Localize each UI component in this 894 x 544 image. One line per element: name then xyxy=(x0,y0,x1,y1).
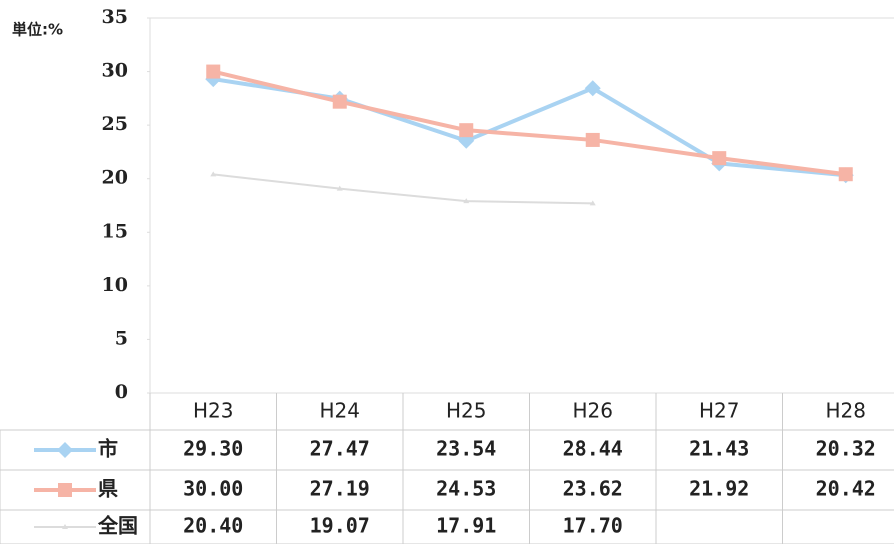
x-tick-label: H23 xyxy=(193,399,234,423)
marker xyxy=(57,442,73,458)
table-cell: 17.91 xyxy=(436,514,496,538)
table-cell: 21.43 xyxy=(689,437,749,461)
y-tick-label: 20 xyxy=(102,167,128,189)
y-tick-label: 35 xyxy=(102,6,128,28)
x-tick-label: H28 xyxy=(826,399,867,423)
table-cell: 20.32 xyxy=(816,437,876,461)
table-cell: 27.47 xyxy=(310,437,370,461)
marker xyxy=(210,171,217,177)
marker xyxy=(584,80,601,97)
marker xyxy=(336,185,343,191)
x-tick-label: H25 xyxy=(446,399,487,423)
table-cell: 30.00 xyxy=(183,477,243,501)
y-tick-label: 10 xyxy=(102,274,128,296)
table-cell: 28.44 xyxy=(563,437,623,461)
plot-area xyxy=(149,17,894,394)
table-cell: 24.53 xyxy=(436,477,496,501)
legend-label: 市 xyxy=(98,437,118,461)
legend-label: 県 xyxy=(98,477,118,501)
table-cell: 17.70 xyxy=(563,514,623,538)
marker xyxy=(463,198,470,204)
y-axis-label: 単位:% xyxy=(12,21,63,39)
table-cell: 20.40 xyxy=(183,514,243,538)
x-tick-label: H26 xyxy=(573,399,614,423)
table-cell: 19.07 xyxy=(310,514,370,538)
y-tick-label: 30 xyxy=(102,60,128,82)
marker xyxy=(838,167,853,182)
table-cell: 29.30 xyxy=(183,437,243,461)
table-cell: 21.92 xyxy=(689,477,749,501)
y-tick-label: 15 xyxy=(102,220,128,242)
x-tick-label: H24 xyxy=(320,399,361,423)
y-tick-label: 0 xyxy=(115,381,128,403)
series-line xyxy=(213,173,593,205)
x-tick-label: H27 xyxy=(699,399,740,423)
marker xyxy=(459,123,474,138)
y-tick-label: 5 xyxy=(115,327,128,349)
marker xyxy=(62,524,68,529)
marker xyxy=(332,94,347,109)
marker xyxy=(585,132,600,147)
table-cell: 23.54 xyxy=(436,437,496,461)
marker xyxy=(712,151,727,166)
table-cell: 20.42 xyxy=(816,477,876,501)
series-line xyxy=(212,69,847,177)
y-tick-label: 25 xyxy=(102,113,128,135)
marker xyxy=(206,64,221,79)
marker xyxy=(58,483,72,497)
table-cell: 27.19 xyxy=(310,477,370,501)
marker xyxy=(589,200,596,206)
table-cell: 23.62 xyxy=(563,477,623,501)
legend-label: 全国 xyxy=(97,514,138,538)
